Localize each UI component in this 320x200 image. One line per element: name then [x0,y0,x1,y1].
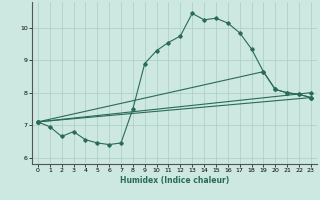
X-axis label: Humidex (Indice chaleur): Humidex (Indice chaleur) [120,176,229,185]
